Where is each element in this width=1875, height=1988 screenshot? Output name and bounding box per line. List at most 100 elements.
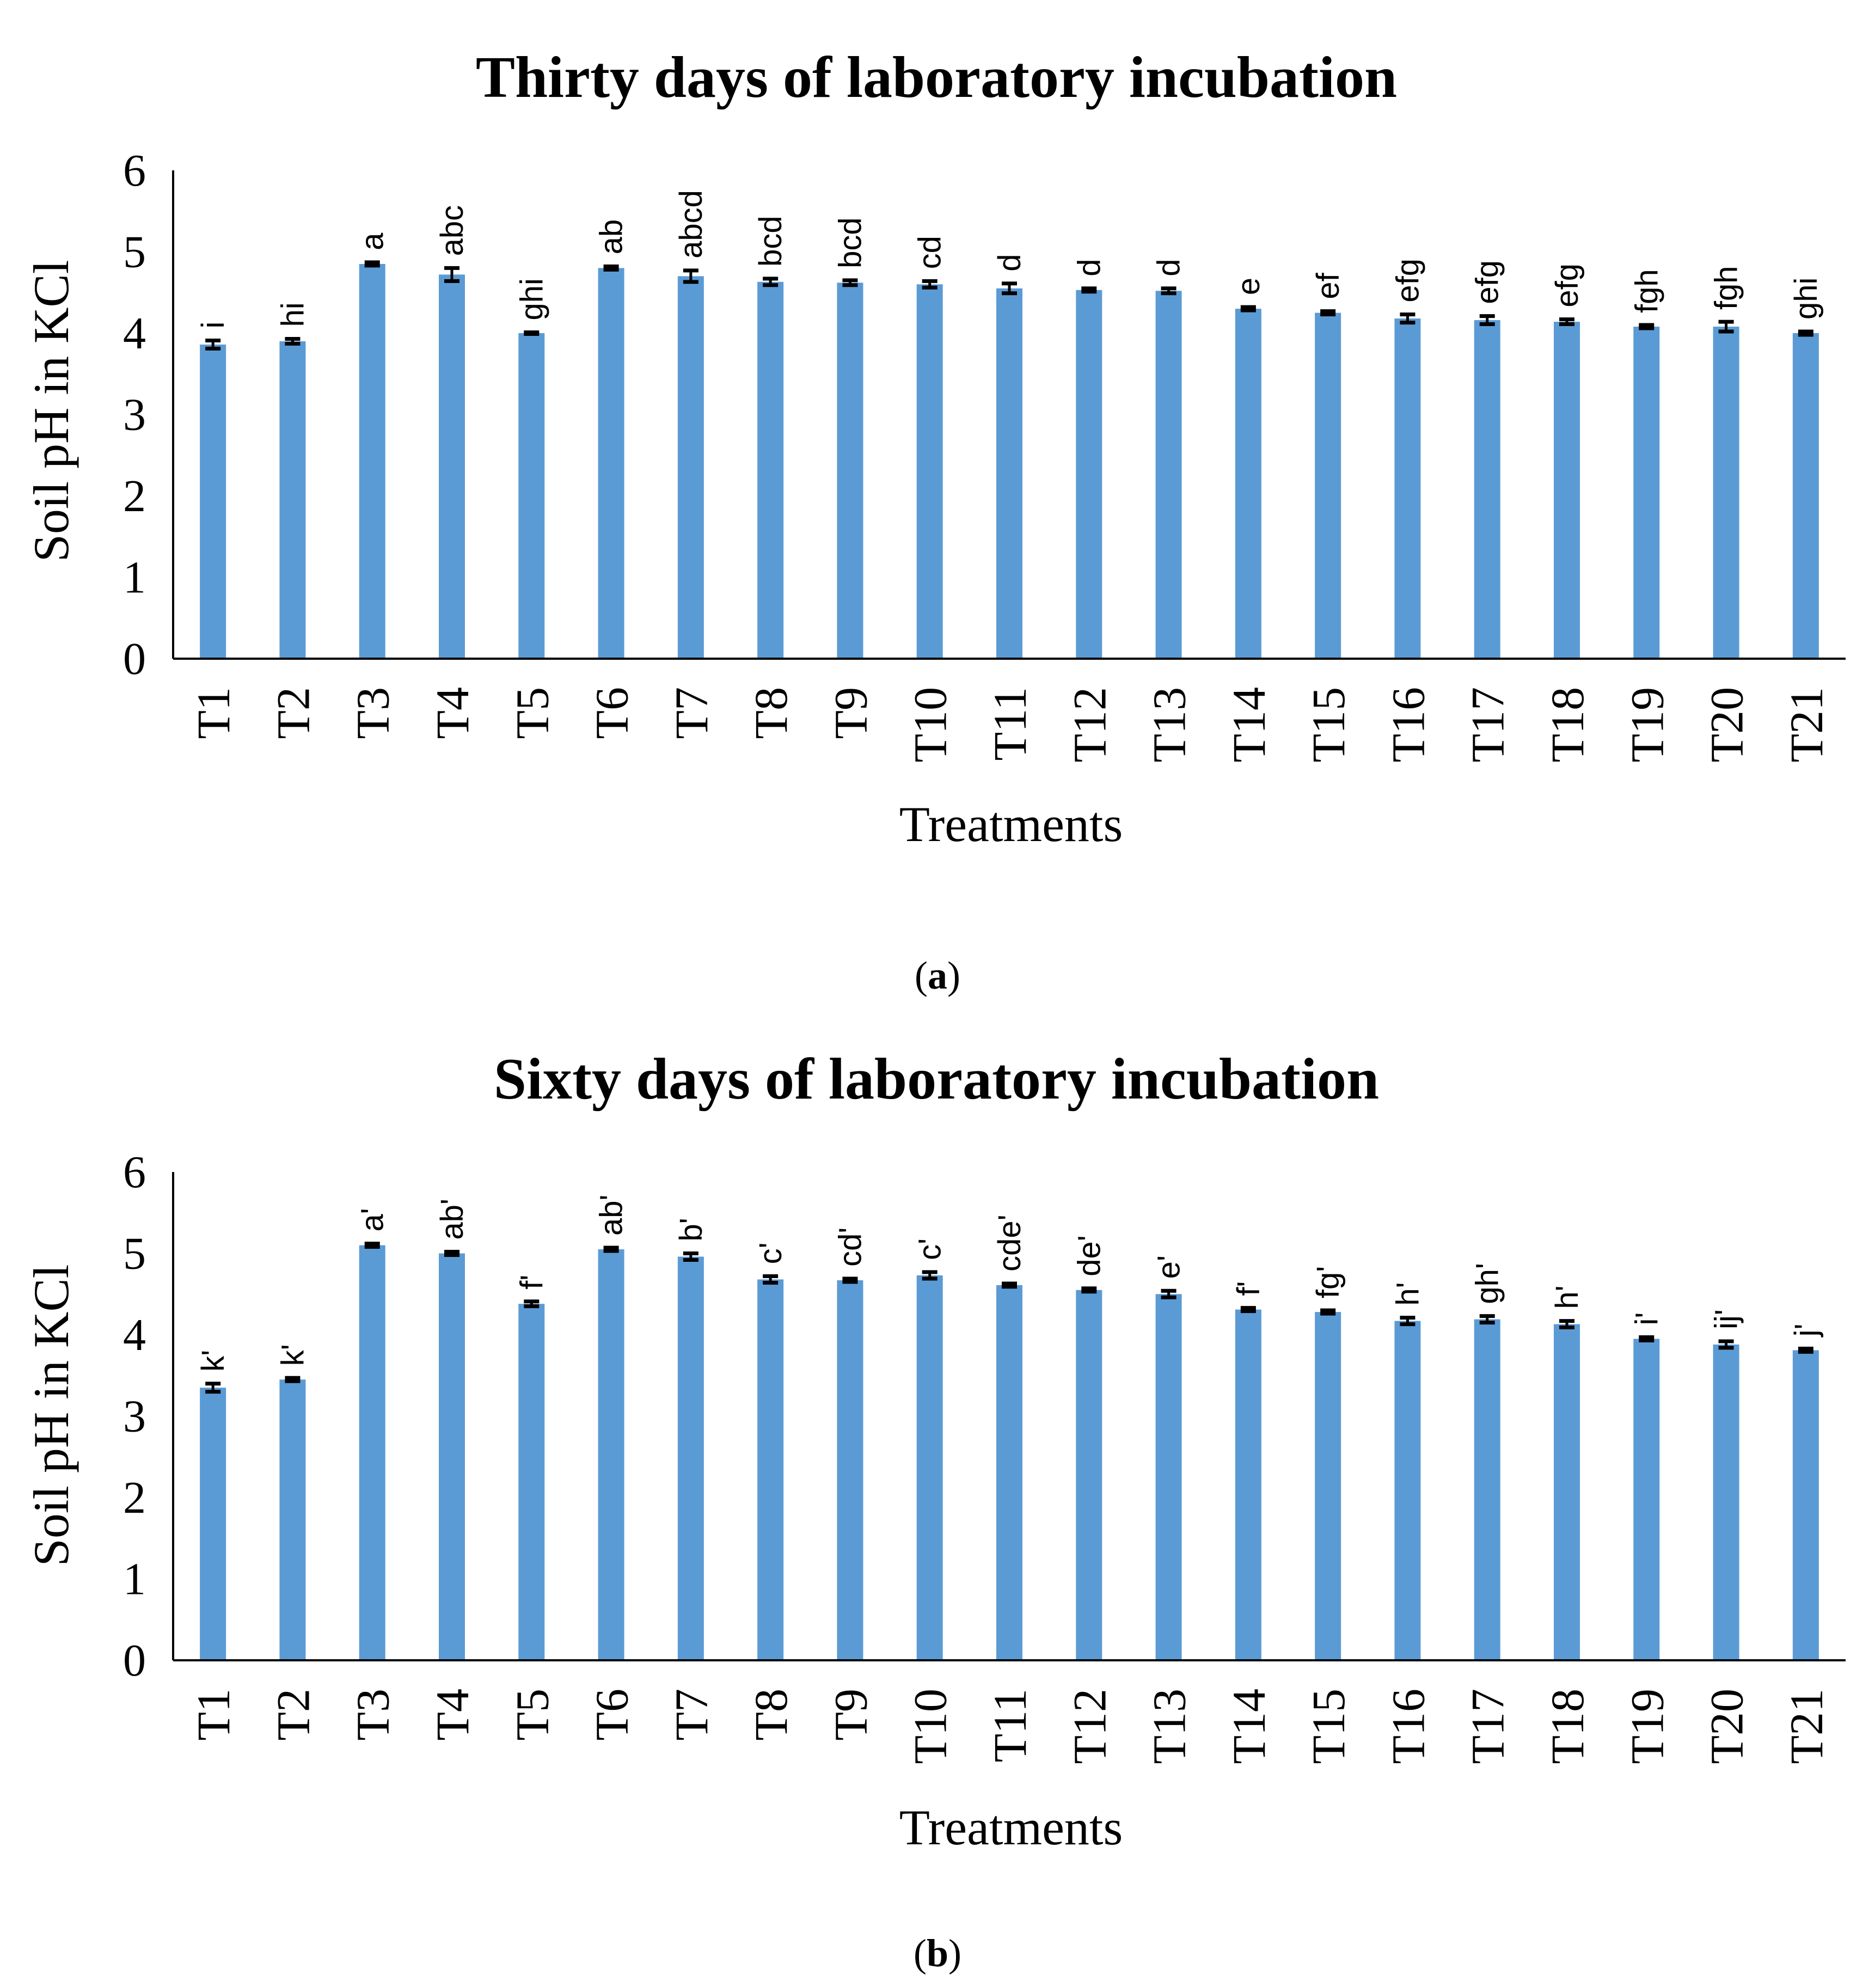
- error-bar: [603, 264, 619, 272]
- x-tick-label: T14: [1223, 687, 1275, 763]
- bar: [996, 288, 1022, 659]
- error-bar: [1002, 281, 1017, 296]
- significance-letters: i hi a abc ghi ab abcd bcd bcd cd d d d e ef efg efg efg f…: [195, 190, 1824, 328]
- x-tick-label: T10: [904, 1689, 957, 1764]
- error-bar: [842, 1277, 858, 1284]
- x-tick-label: T2: [267, 687, 319, 739]
- x-tick-label: T13: [1143, 687, 1196, 763]
- error-bar: [1240, 305, 1256, 312]
- significance-letter: ij': [1709, 1309, 1744, 1329]
- x-axis-label: Treatments: [899, 796, 1123, 852]
- y-tick-label: 2: [123, 471, 146, 521]
- significance-letter: c': [912, 1238, 948, 1260]
- bar: [439, 1253, 465, 1660]
- bar: [1315, 312, 1341, 659]
- bar: [677, 1256, 704, 1660]
- significance-letter: i': [1629, 1312, 1664, 1326]
- error-bar: [683, 1251, 698, 1262]
- x-axis-label: Treatments: [899, 1800, 1123, 1855]
- significance-letter: hi: [275, 302, 310, 327]
- x-tick-label: T4: [426, 687, 479, 739]
- bar: [1155, 1294, 1182, 1660]
- significance-letter: d: [992, 254, 1027, 272]
- significance-letter: e: [1231, 278, 1266, 295]
- y-tick-label: 1: [123, 553, 146, 603]
- bar: [518, 333, 545, 659]
- axes: [172, 1172, 1846, 1661]
- x-tick-label: T11: [984, 1689, 1036, 1762]
- bar: [837, 283, 863, 659]
- error-bar: [1559, 1319, 1574, 1330]
- error-bar: [1479, 314, 1495, 327]
- bar: [916, 284, 943, 659]
- error-bar: [364, 260, 380, 268]
- significance-letter: fg': [1310, 1266, 1346, 1298]
- error-bar: [683, 268, 698, 284]
- significance-letter: abcd: [673, 190, 709, 259]
- panel-paren-close: ): [947, 954, 960, 997]
- bar: [1076, 1290, 1102, 1660]
- significance-letter: bcd: [832, 217, 868, 268]
- chart-sixty-days: Sixty days of laboratory incubation Soil…: [23, 1047, 1846, 1975]
- significance-letter: f': [514, 1275, 549, 1290]
- bar: [279, 1379, 306, 1660]
- x-tick-label: T3: [347, 1689, 399, 1741]
- bars: [200, 263, 1819, 659]
- x-tick-label: T6: [586, 687, 638, 739]
- error-bar: [285, 1376, 301, 1383]
- significance-letter: f': [1231, 1281, 1266, 1296]
- x-tick-label: T21: [1780, 1689, 1833, 1764]
- error-bar: [1002, 1281, 1017, 1289]
- x-tick-label: T12: [1063, 1689, 1116, 1764]
- x-axis-ticks: T1 T2 T3 T4 T5 T6 T7 T8 T9 T10 T11 T12 T13 T14 T15 T16 T…: [187, 687, 1833, 763]
- x-tick-label: T19: [1621, 687, 1673, 763]
- error-bar: [1718, 1339, 1734, 1350]
- x-tick-label: T8: [745, 1689, 797, 1741]
- significance-letter: ab': [594, 1194, 629, 1236]
- significance-letter: fgh: [1709, 266, 1744, 310]
- error-bar: [524, 1299, 540, 1309]
- significance-letter: abc: [434, 205, 470, 256]
- significance-letter: cde': [992, 1214, 1027, 1272]
- significance-letter: de': [1071, 1235, 1107, 1277]
- bar: [757, 1279, 784, 1660]
- bar: [1394, 1321, 1421, 1660]
- error-bar: [1718, 320, 1734, 334]
- x-tick-label: T4: [426, 1689, 479, 1741]
- bar: [1394, 318, 1421, 659]
- significance-letter: h': [1549, 1285, 1585, 1309]
- significance-letter: fgh: [1629, 269, 1664, 313]
- error-bar: [285, 336, 301, 346]
- axes: [172, 170, 1846, 660]
- error-bar: [1479, 1314, 1495, 1325]
- y-tick-label: 2: [123, 1472, 146, 1523]
- error-bar: [922, 279, 938, 290]
- error-bars: [205, 1242, 1813, 1394]
- bar: [1315, 1312, 1341, 1660]
- error-bar: [1400, 312, 1416, 325]
- x-tick-label: T1: [187, 1689, 240, 1741]
- x-tick-label: T16: [1382, 1689, 1434, 1764]
- significance-letter: e': [1151, 1255, 1187, 1279]
- x-tick-label: T9: [824, 1689, 877, 1741]
- error-bar: [364, 1242, 380, 1249]
- bar: [598, 1249, 624, 1660]
- bar: [1474, 320, 1500, 659]
- bar: [359, 263, 385, 659]
- bar: [837, 1280, 863, 1660]
- significance-letters: k' k' a' ab' f' ab' b' c' cd' c' cde' de' e' f' fg' h' g…: [195, 1194, 1824, 1371]
- significance-letter: a: [355, 232, 390, 250]
- y-tick-label: 6: [123, 145, 146, 196]
- error-bar: [1320, 309, 1336, 317]
- significance-letter: k': [275, 1344, 310, 1366]
- panel-paren-open: (: [915, 954, 928, 997]
- x-tick-label: T7: [665, 1689, 718, 1741]
- error-bar: [842, 278, 858, 287]
- error-bar: [1639, 323, 1655, 330]
- chart-thirty-days: Thirty days of laboratory incubation Soi…: [23, 45, 1846, 997]
- error-bar: [1400, 1316, 1416, 1327]
- y-tick-label: 0: [123, 1635, 146, 1686]
- significance-letter: cd: [912, 236, 948, 269]
- x-tick-label: T11: [984, 687, 1036, 760]
